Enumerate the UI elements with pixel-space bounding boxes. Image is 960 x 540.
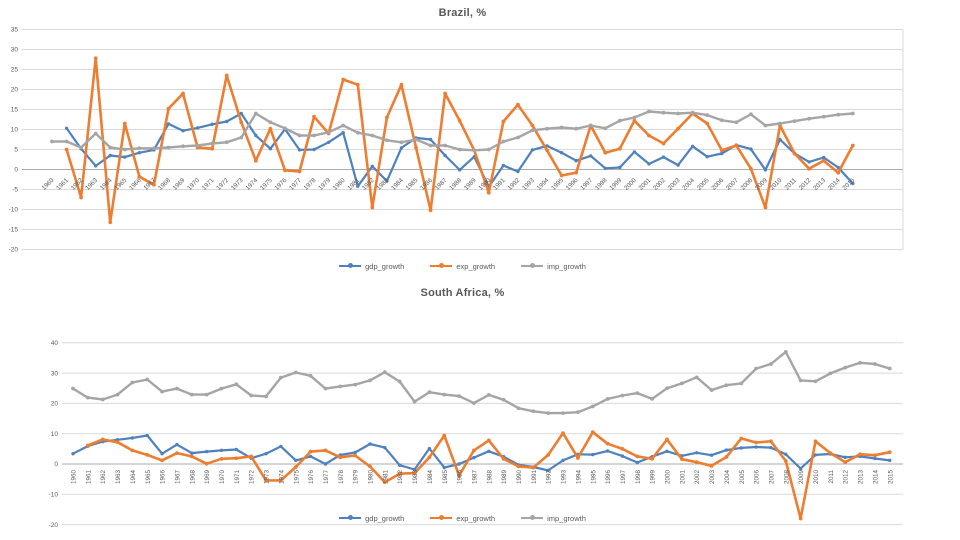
legend-label: imp_growth	[547, 261, 586, 271]
svg-text:2008: 2008	[783, 470, 790, 485]
legend-label: exp_growth	[456, 513, 496, 523]
svg-text:2014: 2014	[872, 470, 879, 485]
svg-text:2015: 2015	[887, 470, 894, 485]
svg-text:1983: 1983	[412, 470, 419, 485]
svg-text:1972: 1972	[249, 470, 256, 485]
svg-text:1980: 1980	[368, 470, 375, 485]
svg-text:1976: 1976	[308, 470, 315, 485]
svg-text:-15: -15	[9, 227, 19, 234]
svg-text:1996: 1996	[605, 470, 612, 485]
legend-item-imp-growth: imp_growth	[521, 514, 586, 523]
chart-title-south-africa: South Africa, %	[420, 287, 505, 299]
svg-text:2005: 2005	[739, 470, 746, 485]
svg-text:2004: 2004	[724, 470, 731, 485]
svg-text:2012: 2012	[843, 470, 850, 485]
svg-text:1999: 1999	[650, 470, 657, 485]
svg-text:1965: 1965	[145, 470, 152, 485]
svg-text:1968: 1968	[189, 470, 196, 485]
svg-text:1979: 1979	[353, 470, 360, 485]
svg-text:1997: 1997	[620, 470, 627, 485]
legend-line-marker-icon	[521, 515, 544, 521]
svg-text:2007: 2007	[768, 470, 775, 485]
legend-line-marker-icon	[430, 515, 453, 521]
svg-text:1988: 1988	[486, 470, 493, 485]
svg-text:1960: 1960	[71, 470, 78, 485]
legend-line-marker-icon	[339, 263, 362, 269]
legend-item-exp-growth: exp_growth	[430, 262, 495, 271]
svg-text:1981: 1981	[382, 470, 389, 485]
svg-text:2003: 2003	[709, 470, 716, 485]
svg-text:2011: 2011	[828, 470, 835, 484]
svg-text:1974: 1974	[278, 470, 285, 485]
legend-label: gdp_growth	[365, 513, 405, 523]
legend-label: exp_growth	[456, 261, 496, 271]
svg-text:35: 35	[11, 27, 19, 34]
svg-text:1985: 1985	[442, 470, 449, 485]
svg-text:-20: -20	[49, 522, 59, 529]
svg-text:1986: 1986	[457, 470, 464, 485]
svg-text:0: 0	[54, 461, 58, 468]
svg-text:1978: 1978	[338, 470, 345, 485]
legend-brazil: gdp_growth exp_growth imp_growth	[0, 260, 925, 272]
svg-text:2009: 2009	[798, 470, 805, 485]
svg-text:1998: 1998	[635, 470, 642, 485]
svg-text:0: 0	[14, 167, 18, 174]
legend-line-marker-icon	[521, 263, 544, 269]
svg-text:1963: 1963	[115, 470, 122, 485]
svg-text:1994: 1994	[575, 470, 582, 485]
svg-text:1975: 1975	[293, 470, 300, 485]
legend-south-africa: gdp_growth exp_growth imp_growth	[0, 512, 925, 524]
legend-label: gdp_growth	[365, 261, 405, 271]
svg-text:30: 30	[51, 370, 59, 377]
svg-text:2000: 2000	[665, 470, 672, 485]
svg-text:10: 10	[11, 127, 19, 134]
svg-text:10: 10	[51, 431, 59, 438]
svg-text:-10: -10	[49, 492, 59, 499]
svg-text:20: 20	[11, 87, 19, 94]
legend-label: imp_growth	[547, 513, 586, 523]
legend-item-gdp-growth: gdp_growth	[339, 514, 404, 523]
svg-text:20: 20	[51, 401, 59, 408]
svg-text:1964: 1964	[130, 470, 137, 485]
svg-text:1987: 1987	[471, 470, 478, 485]
svg-text:-20: -20	[9, 247, 19, 254]
svg-text:1966: 1966	[160, 470, 167, 485]
svg-text:1967: 1967	[174, 470, 181, 485]
legend-line-marker-icon	[430, 263, 453, 269]
svg-text:2013: 2013	[858, 470, 865, 485]
svg-text:30: 30	[11, 47, 19, 54]
svg-text:2006: 2006	[754, 470, 761, 485]
svg-text:1962: 1962	[100, 470, 107, 485]
svg-text:1973: 1973	[264, 470, 271, 485]
svg-text:2002: 2002	[694, 470, 701, 485]
svg-text:-10: -10	[9, 207, 19, 214]
svg-text:2001: 2001	[679, 470, 686, 485]
chart-title-brazil: Brazil, %	[438, 7, 487, 19]
svg-text:1989: 1989	[501, 470, 508, 485]
svg-text:1969: 1969	[204, 470, 211, 485]
svg-text:2010: 2010	[813, 470, 820, 485]
svg-text:1991: 1991	[531, 470, 538, 485]
svg-text:1961: 1961	[85, 470, 92, 485]
svg-text:1971: 1971	[234, 470, 241, 485]
svg-text:1992: 1992	[546, 470, 553, 485]
svg-text:1977: 1977	[323, 470, 330, 485]
svg-text:40: 40	[51, 340, 59, 347]
svg-text:1982: 1982	[397, 470, 404, 485]
svg-text:1970: 1970	[219, 470, 226, 485]
legend-item-imp-growth: imp_growth	[521, 262, 586, 271]
svg-text:5: 5	[14, 147, 18, 154]
svg-text:1984: 1984	[427, 470, 434, 485]
svg-text:1990: 1990	[516, 470, 523, 485]
legend-item-gdp-growth: gdp_growth	[339, 262, 404, 271]
svg-text:1993: 1993	[561, 470, 568, 485]
legend-line-marker-icon	[339, 515, 362, 521]
legend-item-exp-growth: exp_growth	[430, 514, 495, 523]
svg-text:15: 15	[11, 107, 19, 114]
svg-text:-5: -5	[12, 187, 18, 194]
svg-text:1995: 1995	[590, 470, 597, 485]
svg-text:25: 25	[11, 67, 19, 74]
